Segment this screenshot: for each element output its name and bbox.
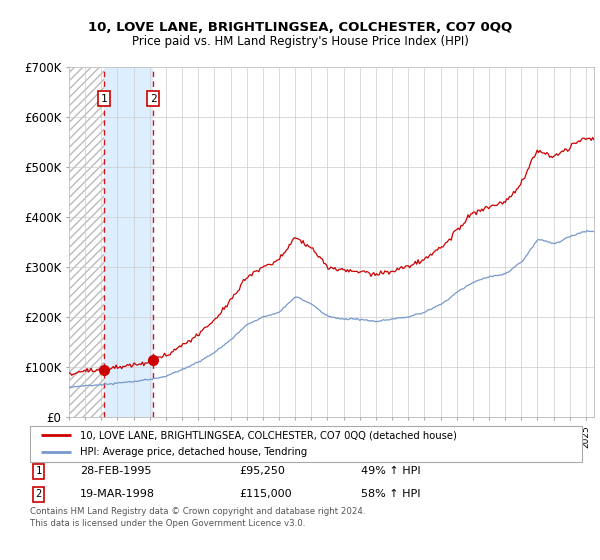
- Text: £95,250: £95,250: [240, 466, 286, 477]
- Text: 28-FEB-1995: 28-FEB-1995: [80, 466, 151, 477]
- Text: 49% ↑ HPI: 49% ↑ HPI: [361, 466, 421, 477]
- Text: £115,000: £115,000: [240, 489, 292, 500]
- Text: 2: 2: [35, 489, 42, 500]
- Text: 58% ↑ HPI: 58% ↑ HPI: [361, 489, 421, 500]
- Bar: [69, 67, 104, 417]
- Bar: [104, 67, 153, 417]
- Text: 1: 1: [35, 466, 42, 477]
- Text: 1: 1: [100, 94, 107, 104]
- Text: 2: 2: [150, 94, 157, 104]
- Text: 10, LOVE LANE, BRIGHTLINGSEA, COLCHESTER, CO7 0QQ: 10, LOVE LANE, BRIGHTLINGSEA, COLCHESTER…: [88, 21, 512, 34]
- Text: 19-MAR-1998: 19-MAR-1998: [80, 489, 155, 500]
- Text: Contains HM Land Registry data © Crown copyright and database right 2024.
This d: Contains HM Land Registry data © Crown c…: [30, 507, 365, 528]
- Text: Price paid vs. HM Land Registry's House Price Index (HPI): Price paid vs. HM Land Registry's House …: [131, 35, 469, 48]
- Text: HPI: Average price, detached house, Tendring: HPI: Average price, detached house, Tend…: [80, 447, 307, 457]
- Text: 10, LOVE LANE, BRIGHTLINGSEA, COLCHESTER, CO7 0QQ (detached house): 10, LOVE LANE, BRIGHTLINGSEA, COLCHESTER…: [80, 431, 457, 440]
